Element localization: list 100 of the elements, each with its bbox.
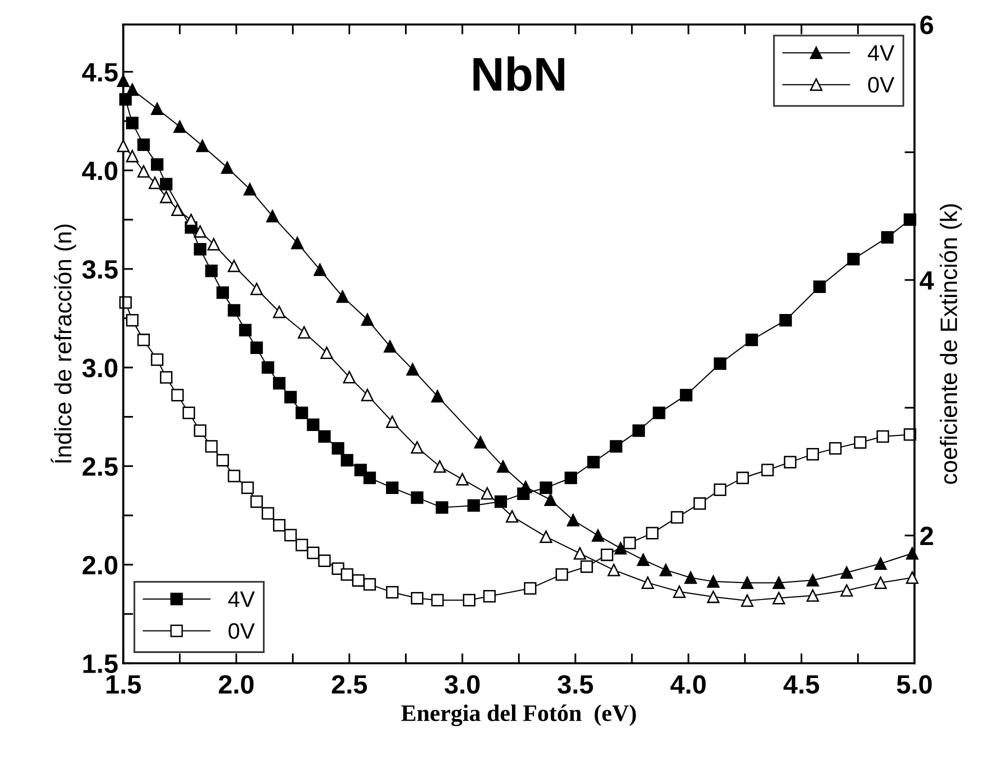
point — [384, 340, 396, 353]
point — [216, 286, 229, 299]
point — [740, 594, 754, 607]
point — [745, 334, 758, 346]
point — [652, 406, 666, 420]
point — [540, 530, 552, 544]
point — [410, 491, 424, 504]
point — [361, 313, 374, 326]
point — [314, 264, 326, 276]
point — [614, 542, 627, 555]
y-tick-label: 4.5 — [82, 63, 118, 82]
point — [779, 314, 792, 326]
point — [673, 585, 686, 598]
point — [207, 238, 220, 250]
point — [556, 568, 568, 581]
legend-label: 0V — [228, 623, 255, 639]
y2-tick-label: 4 — [920, 271, 934, 290]
point — [670, 511, 684, 524]
point — [250, 282, 263, 296]
point — [462, 594, 476, 606]
point — [641, 576, 654, 590]
legend-label: 0V — [868, 76, 894, 93]
point — [336, 290, 349, 303]
point — [840, 584, 853, 597]
y-tick-label: 3.0 — [82, 358, 118, 378]
point — [854, 436, 866, 449]
point — [632, 424, 645, 437]
point — [306, 418, 320, 431]
point — [228, 260, 240, 272]
point — [150, 353, 164, 366]
x-tick-label: 2.5 — [332, 675, 367, 694]
text: NbN — [474, 56, 564, 92]
y-tick-label: 3.5 — [82, 260, 118, 279]
point — [266, 210, 279, 222]
point — [456, 473, 469, 486]
point — [840, 566, 853, 579]
point — [194, 225, 206, 238]
point — [228, 470, 240, 482]
point — [806, 574, 819, 586]
point — [205, 264, 218, 278]
point — [693, 497, 706, 510]
point — [272, 519, 286, 532]
point — [610, 440, 622, 453]
point — [184, 214, 198, 226]
point — [474, 436, 487, 448]
point — [126, 314, 139, 326]
point — [494, 495, 508, 508]
point — [592, 529, 604, 542]
x-tick-label: 3.0 — [444, 675, 480, 694]
point — [483, 590, 496, 602]
point — [126, 83, 139, 96]
point — [540, 482, 552, 494]
point — [241, 482, 254, 494]
point — [272, 377, 286, 390]
x-tick-label: 1.5 — [106, 675, 141, 694]
point — [480, 487, 494, 500]
point — [298, 326, 310, 339]
point — [228, 304, 240, 317]
point — [126, 116, 139, 130]
point — [150, 158, 164, 171]
point — [406, 363, 419, 376]
point — [772, 592, 786, 604]
point — [363, 472, 376, 484]
point — [216, 454, 229, 466]
point — [244, 183, 256, 196]
point — [296, 538, 308, 552]
point — [410, 592, 424, 604]
y2-tick-label: 2 — [920, 526, 933, 546]
point — [881, 231, 894, 244]
point — [117, 74, 130, 87]
point — [250, 342, 263, 354]
point — [137, 165, 150, 178]
point — [148, 176, 162, 190]
y2-axis-title: coeficiente de Extinción (k) — [940, 204, 962, 484]
point — [806, 448, 819, 461]
point — [262, 507, 274, 520]
point — [623, 536, 636, 550]
point — [736, 472, 749, 484]
point — [318, 554, 331, 567]
x-tick-label: 4.0 — [670, 675, 706, 694]
point — [646, 526, 658, 540]
point — [352, 574, 365, 587]
point — [343, 370, 356, 384]
point — [171, 388, 184, 402]
point — [707, 575, 720, 588]
point — [587, 456, 600, 468]
point — [574, 547, 586, 560]
point — [117, 140, 130, 152]
point — [386, 482, 399, 494]
point — [431, 390, 444, 402]
point — [906, 547, 918, 560]
point — [410, 441, 424, 454]
point — [806, 589, 819, 602]
point — [874, 557, 887, 570]
point — [714, 484, 726, 496]
point — [220, 161, 234, 174]
legend-label: 4V — [228, 592, 255, 607]
point — [386, 416, 399, 428]
point — [740, 576, 754, 590]
point — [467, 499, 480, 512]
